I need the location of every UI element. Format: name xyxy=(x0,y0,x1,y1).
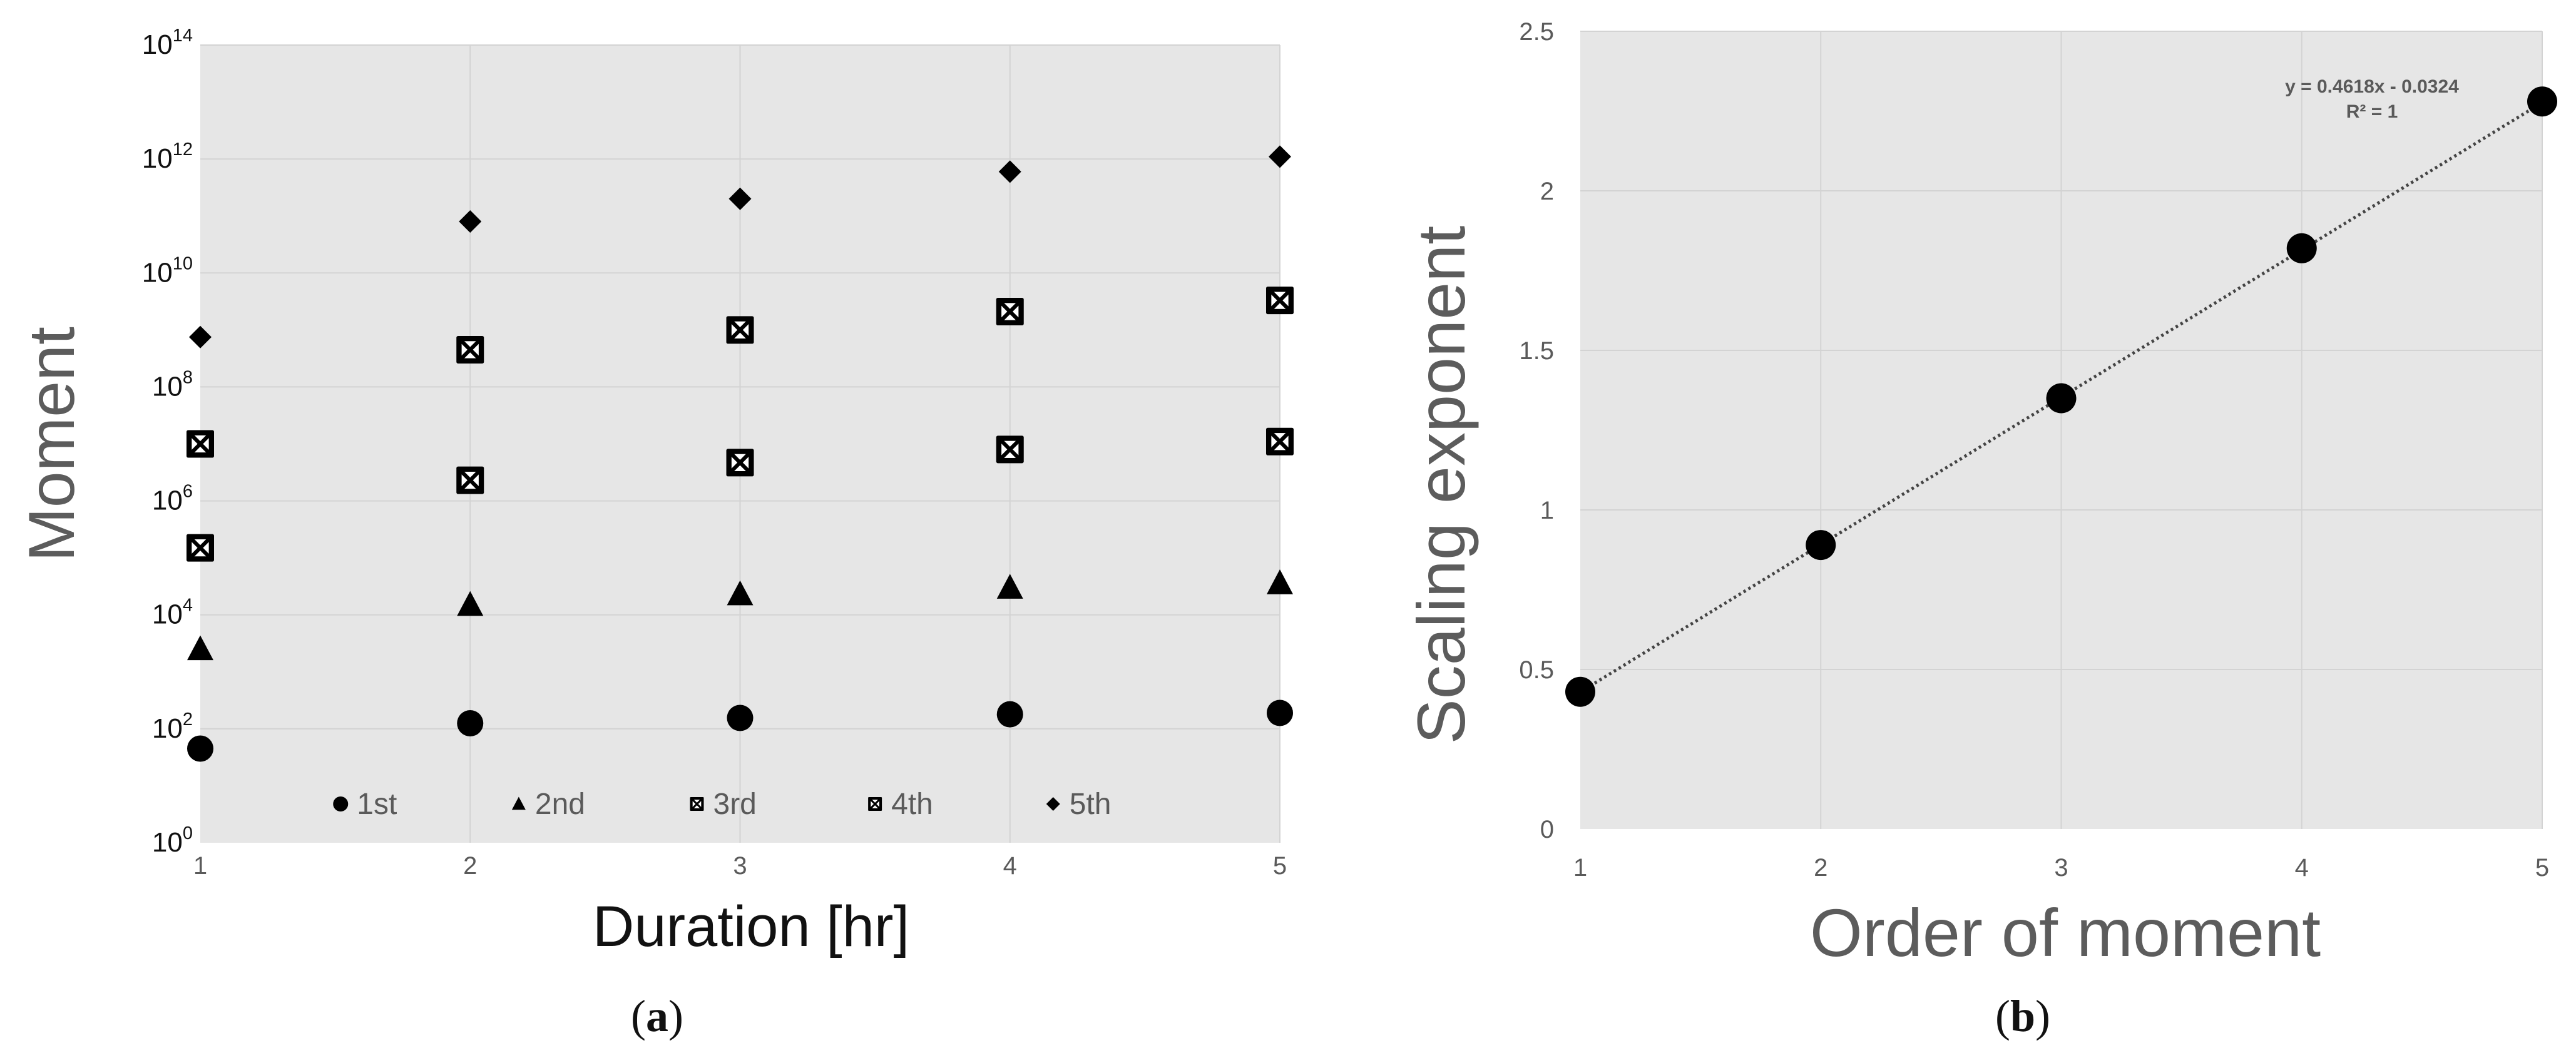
chart-a-legend-marker-4th xyxy=(868,797,882,811)
chart-a-x-tick-label: 5 xyxy=(1273,852,1287,880)
chart-a-y-tick-label: 100 xyxy=(152,823,193,858)
chart-a-point-3rd xyxy=(187,534,214,562)
chart-a-point-1st xyxy=(1267,699,1293,726)
chart-b-gridlines xyxy=(1580,31,2543,829)
chart-b-trendline-r-squared: R² = 1 xyxy=(2346,101,2398,122)
chart-a-point-4th xyxy=(996,298,1024,326)
chart-a-y-tick-label: 1010 xyxy=(142,253,193,288)
chart-a-x-tick-label: 2 xyxy=(463,852,477,880)
chart-a-legend-marker-5th xyxy=(1046,797,1060,811)
chart-a-point-5th xyxy=(998,160,1021,183)
chart-a-x-tick-label: 4 xyxy=(1003,852,1017,880)
chart-a-legend-label-2nd: 2nd xyxy=(535,788,585,821)
chart-b-x-tick-label: 4 xyxy=(2295,854,2309,882)
chart-a-point-1st xyxy=(457,710,484,737)
chart-a-point-5th xyxy=(459,210,482,233)
chart-a-point-2nd xyxy=(187,635,213,661)
chart-b-y-tick-label: 0 xyxy=(1540,816,1554,843)
panel-b-label: (b) xyxy=(1995,991,2050,1041)
chart-a-legend: 1st 2nd 3rd 4th 5th xyxy=(333,788,1111,821)
chart-a-point-3rd xyxy=(1266,427,1294,455)
chart-a-y-tick-label: 108 xyxy=(152,367,193,402)
chart-a-y-tick-label: 1014 xyxy=(142,26,193,60)
chart-a-point-3rd xyxy=(456,466,484,494)
chart-b-data-points xyxy=(1565,86,2557,707)
chart-a-point-4th xyxy=(456,335,484,364)
chart-a-x-tick-label: 3 xyxy=(733,852,747,880)
chart-a-point-1st xyxy=(727,704,754,731)
chart-b-x-tick-label: 3 xyxy=(2054,854,2068,882)
chart-a-legend-label-5th: 5th xyxy=(1070,788,1112,821)
chart-a-y-tick-labels: 100 102 104 106 108 1010 1012 1014 xyxy=(142,26,193,858)
chart-a-point-4th xyxy=(1266,287,1294,315)
chart-a-point-2nd xyxy=(1267,569,1293,594)
chart-b-point xyxy=(2286,233,2317,263)
chart-b-x-tick-label: 5 xyxy=(2535,854,2549,882)
chart-a-point-2nd xyxy=(457,591,484,616)
chart-a-data-points xyxy=(187,145,1294,762)
panel-a-label: (a) xyxy=(631,991,683,1041)
chart-a-y-tick-label: 106 xyxy=(152,482,193,516)
chart-a-legend-label-4th: 4th xyxy=(891,788,933,821)
chart-b-y-tick-label: 2.5 xyxy=(1519,18,1554,46)
chart-a-y-tick-label: 104 xyxy=(152,596,193,630)
chart-a-point-2nd xyxy=(727,580,754,606)
chart-b-y-tick-labels: 0 0.5 1 1.5 2 2.5 xyxy=(1519,18,1554,843)
chart-b-y-tick-label: 1.5 xyxy=(1519,337,1554,365)
chart-a-y-tick-label: 102 xyxy=(152,710,193,744)
chart-a-point-5th xyxy=(728,187,752,210)
chart-a-y-tick-label: 1012 xyxy=(142,140,193,174)
chart-a-y-axis-title: Moment xyxy=(16,327,88,562)
chart-a-x-tick-label: 1 xyxy=(193,852,207,880)
chart-b-y-tick-label: 0.5 xyxy=(1519,656,1554,684)
chart-a-point-5th xyxy=(189,325,212,348)
chart-b-x-tick-labels: 1 2 3 4 5 xyxy=(1573,854,2549,882)
chart-a-point-4th xyxy=(187,430,214,458)
chart-a-legend-label-3rd: 3rd xyxy=(713,788,757,821)
chart-b-trendline-equation: y = 0.4618x - 0.0324 xyxy=(2285,76,2459,97)
chart-b-x-axis-title: Order of moment xyxy=(1810,895,2321,970)
chart-b-y-tick-label: 1 xyxy=(1540,497,1554,524)
chart-a-x-axis-title: Duration [hr] xyxy=(593,895,909,959)
chart-b-point xyxy=(1565,676,1595,707)
chart-a-point-1st xyxy=(996,701,1023,728)
chart-a-point-4th xyxy=(726,316,754,344)
chart-a-x-tick-labels: 1 2 3 4 5 xyxy=(193,852,1287,880)
chart-b-point xyxy=(2046,383,2077,414)
chart-b-x-tick-label: 1 xyxy=(1573,854,1587,882)
chart-a-legend-marker-2nd xyxy=(511,796,526,810)
chart-a-point-5th xyxy=(1269,145,1291,168)
chart-a-legend-marker-3rd xyxy=(690,797,704,811)
chart-b-point xyxy=(2527,86,2557,117)
chart-b-point xyxy=(1806,530,1836,561)
chart-a-point-3rd xyxy=(726,449,754,477)
chart-a-point-2nd xyxy=(996,574,1023,599)
chart-a: 100 102 104 106 108 1010 1012 1014 1 2 3 4 5 1st 2nd… xyxy=(16,26,1294,1041)
chart-b-y-tick-label: 2 xyxy=(1540,178,1554,205)
chart-a-point-1st xyxy=(187,735,213,762)
chart-a-legend-marker-1st xyxy=(333,796,349,811)
chart-a-legend-label-1st: 1st xyxy=(357,788,397,821)
chart-b-y-axis-title: Scaling exponent xyxy=(1403,226,1479,745)
chart-a-point-3rd xyxy=(996,435,1024,464)
chart-b-x-tick-label: 2 xyxy=(1814,854,1827,882)
